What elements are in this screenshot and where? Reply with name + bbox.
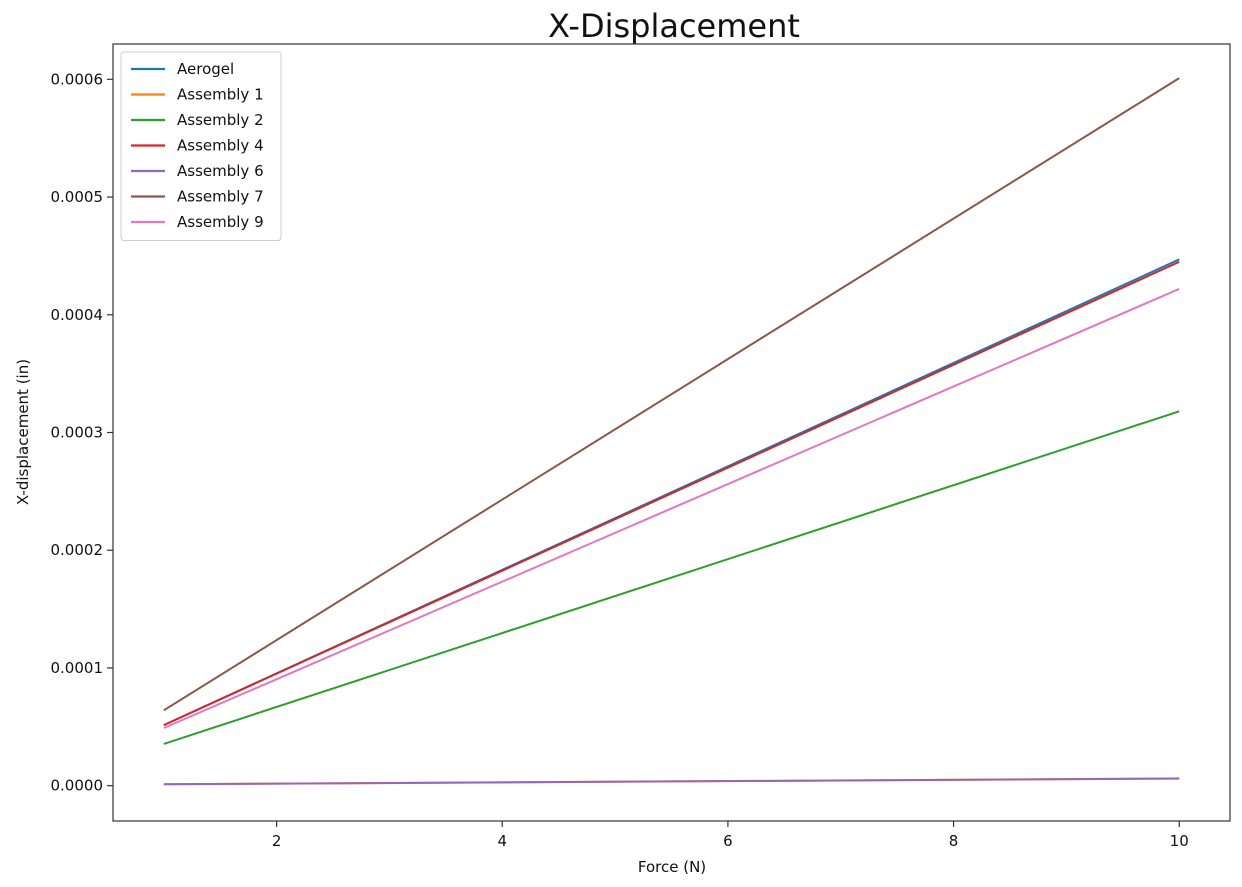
x-tick-label: 10: [1170, 832, 1189, 850]
x-tick-label: 8: [949, 832, 959, 850]
legend-frame: [120, 51, 282, 241]
y-tick-label: 0.0006: [51, 70, 104, 88]
series-layer: [163, 77, 1180, 786]
x-tick-label: 4: [497, 832, 507, 850]
y-axis: 0.0000 0.0001 0.0002 0.0003 0.0004 0.0005 0.00…: [51, 70, 113, 795]
y-tick-label: 0.0003: [51, 424, 104, 442]
legend-label: Assembly 2: [177, 111, 264, 129]
series-line-assembly-7: [163, 77, 1180, 712]
legend-label: Assembly 7: [177, 188, 264, 206]
x-axis-label: Force (N): [638, 858, 706, 876]
y-tick-label: 0.0004: [51, 306, 104, 324]
legend-label: Assembly 6: [177, 162, 264, 180]
legend-label: Assembly 1: [177, 86, 264, 104]
y-tick-label: 0.0001: [51, 659, 104, 677]
legend-label: Assembly 9: [177, 213, 264, 231]
y-tick-label: 0.0002: [51, 541, 104, 559]
y-tick-label: 0.0000: [51, 777, 104, 795]
series-line-assembly-2: [163, 410, 1180, 745]
series-line-assembly-9: [163, 287, 1180, 729]
x-axis: 2 4 6 8 10: [272, 821, 1189, 850]
chart-title: X-Displacement: [548, 7, 800, 45]
series-line-assembly-4: [163, 260, 1180, 727]
legend: Aerogel Assembly 1 Assembly 2 Assembly 4 Ass…: [120, 51, 282, 241]
y-tick-label: 0.0005: [51, 188, 104, 206]
legend-label: Assembly 4: [177, 137, 264, 155]
legend-label: Aerogel: [177, 60, 234, 78]
series-line-assembly-6: [163, 777, 1180, 786]
y-axis-label: X-displacement (in): [14, 359, 32, 505]
x-tick-label: 6: [723, 832, 733, 850]
x-tick-label: 2: [272, 832, 282, 850]
